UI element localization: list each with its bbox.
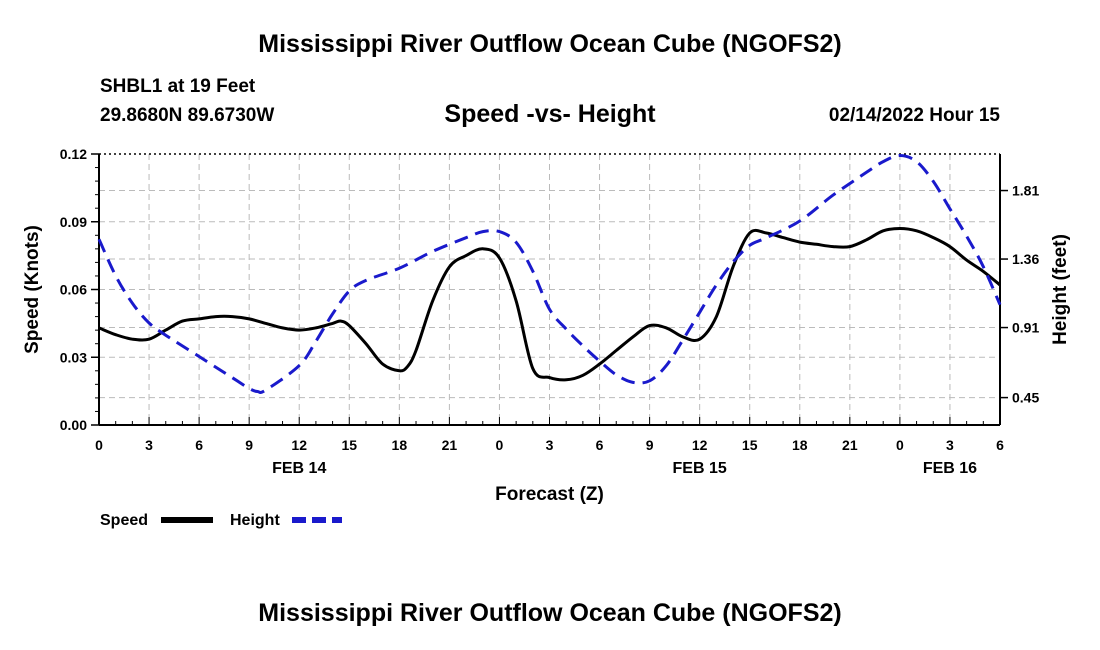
station-label: SHBL1 at 19 Feet <box>100 76 256 97</box>
x-tick-label: 21 <box>842 437 858 453</box>
y2-tick-label: 0.91 <box>1012 320 1039 336</box>
x-tick-label: 18 <box>792 437 808 453</box>
x-tick-label: 12 <box>692 437 708 453</box>
y-axis-title: Speed (Knots) <box>22 225 43 354</box>
height-series-line <box>97 154 1002 394</box>
y-tick-label: 0.06 <box>60 282 87 298</box>
y2-tick-label: 0.45 <box>1012 390 1039 406</box>
x-tick-label: 12 <box>291 437 307 453</box>
x-tick-label: 15 <box>341 437 357 453</box>
x-axis-title: Forecast (Z) <box>495 484 604 505</box>
x-tick-label: 9 <box>646 437 654 453</box>
footer-title: Mississippi River Outflow Ocean Cube (NG… <box>258 599 842 627</box>
x-tick-label: 0 <box>95 437 103 453</box>
x-tick-label: 6 <box>996 437 1004 453</box>
chart-subtitle: Speed -vs- Height <box>444 100 656 128</box>
x-tick-label: 3 <box>145 437 153 453</box>
legend-label-speed: Speed <box>100 512 148 529</box>
x-day-label: FEB 15 <box>673 460 727 477</box>
y-tick-label: 0.12 <box>60 146 87 162</box>
legend-label-height: Height <box>230 512 280 529</box>
x-tick-label: 15 <box>742 437 758 453</box>
speed-series-line <box>98 227 1001 382</box>
coordinates-label: 29.8680N 89.6730W <box>100 105 275 126</box>
y-tick-label: 0.00 <box>60 417 87 433</box>
y-tick-label: 0.09 <box>60 214 87 230</box>
x-tick-label: 3 <box>546 437 554 453</box>
y2-tick-label: 1.81 <box>1012 183 1039 199</box>
x-tick-label: 6 <box>596 437 604 453</box>
y2-axis-title: Height (feet) <box>1050 234 1071 345</box>
x-tick-label: 18 <box>392 437 408 453</box>
chart-title: Mississippi River Outflow Ocean Cube (NG… <box>258 30 842 58</box>
forecast-datetime: 02/14/2022 Hour 15 <box>828 105 1000 126</box>
x-tick-label: 3 <box>946 437 954 453</box>
x-tick-label: 6 <box>195 437 203 453</box>
x-day-label: FEB 16 <box>923 460 977 477</box>
y-tick-label: 0.03 <box>60 349 87 365</box>
x-tick-label: 21 <box>442 437 458 453</box>
x-tick-label: 0 <box>496 437 504 453</box>
y2-tick-label: 1.36 <box>1012 251 1039 267</box>
x-day-label: FEB 14 <box>272 460 326 477</box>
x-tick-label: 0 <box>896 437 904 453</box>
x-tick-label: 9 <box>245 437 253 453</box>
